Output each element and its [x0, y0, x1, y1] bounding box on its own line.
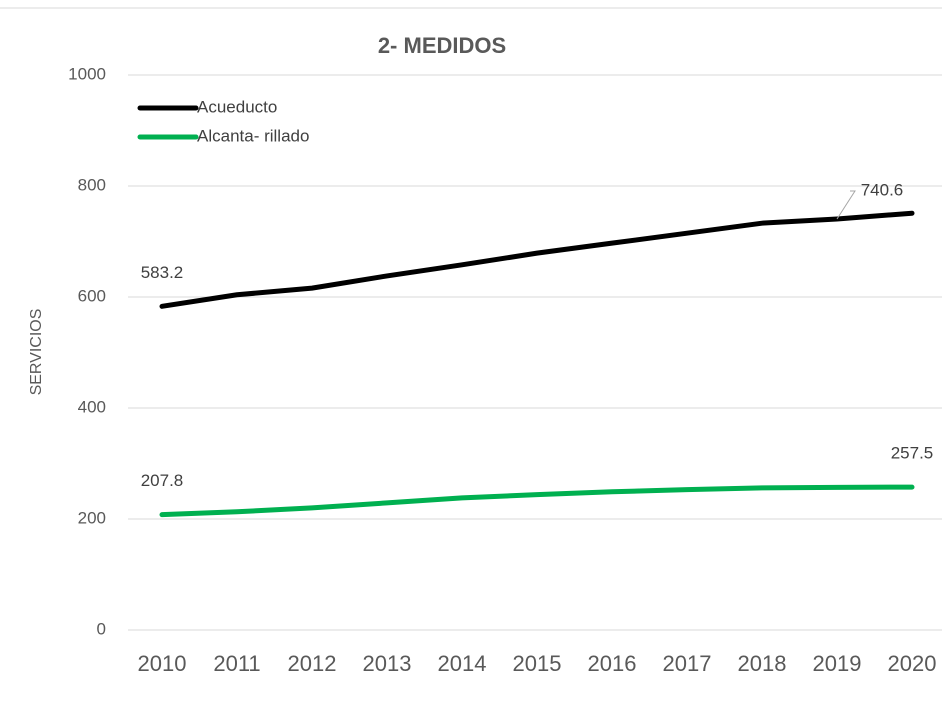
- x-tick-label: 2020: [888, 651, 937, 676]
- chart-title: 2- MEDIDOS: [378, 33, 506, 58]
- series-line: [159, 210, 915, 309]
- x-tick-label: 2013: [363, 651, 412, 676]
- y-tick-label: 1000: [68, 64, 106, 83]
- x-tick-label: 2014: [438, 651, 487, 676]
- data-label: 740.6: [861, 180, 904, 199]
- series-line: [159, 484, 915, 518]
- y-tick-label: 0: [97, 619, 106, 638]
- x-tick-label: 2019: [813, 651, 862, 676]
- x-tick-label: 2015: [513, 651, 562, 676]
- x-tick-label: 2012: [288, 651, 337, 676]
- x-tick-label: 2016: [588, 651, 637, 676]
- legend-label: Alcanta- rillado: [197, 126, 309, 145]
- y-tick-label: 600: [78, 286, 106, 305]
- data-label: 207.8: [141, 471, 184, 490]
- x-tick-label: 2011: [213, 651, 260, 676]
- leader-line: [836, 190, 856, 220]
- x-tick-label: 2018: [738, 651, 787, 676]
- y-tick-label: 400: [78, 397, 106, 416]
- data-label: 257.5: [891, 444, 934, 463]
- x-tick-label: 2010: [138, 651, 187, 676]
- data-label: 583.2: [141, 263, 184, 282]
- x-tick-label: 2017: [663, 651, 712, 676]
- y-tick-label: 800: [78, 175, 106, 194]
- y-tick-label: 200: [78, 508, 106, 527]
- legend-label: Acueducto: [197, 97, 277, 116]
- y-axis-label: SERVICIOS: [28, 309, 45, 396]
